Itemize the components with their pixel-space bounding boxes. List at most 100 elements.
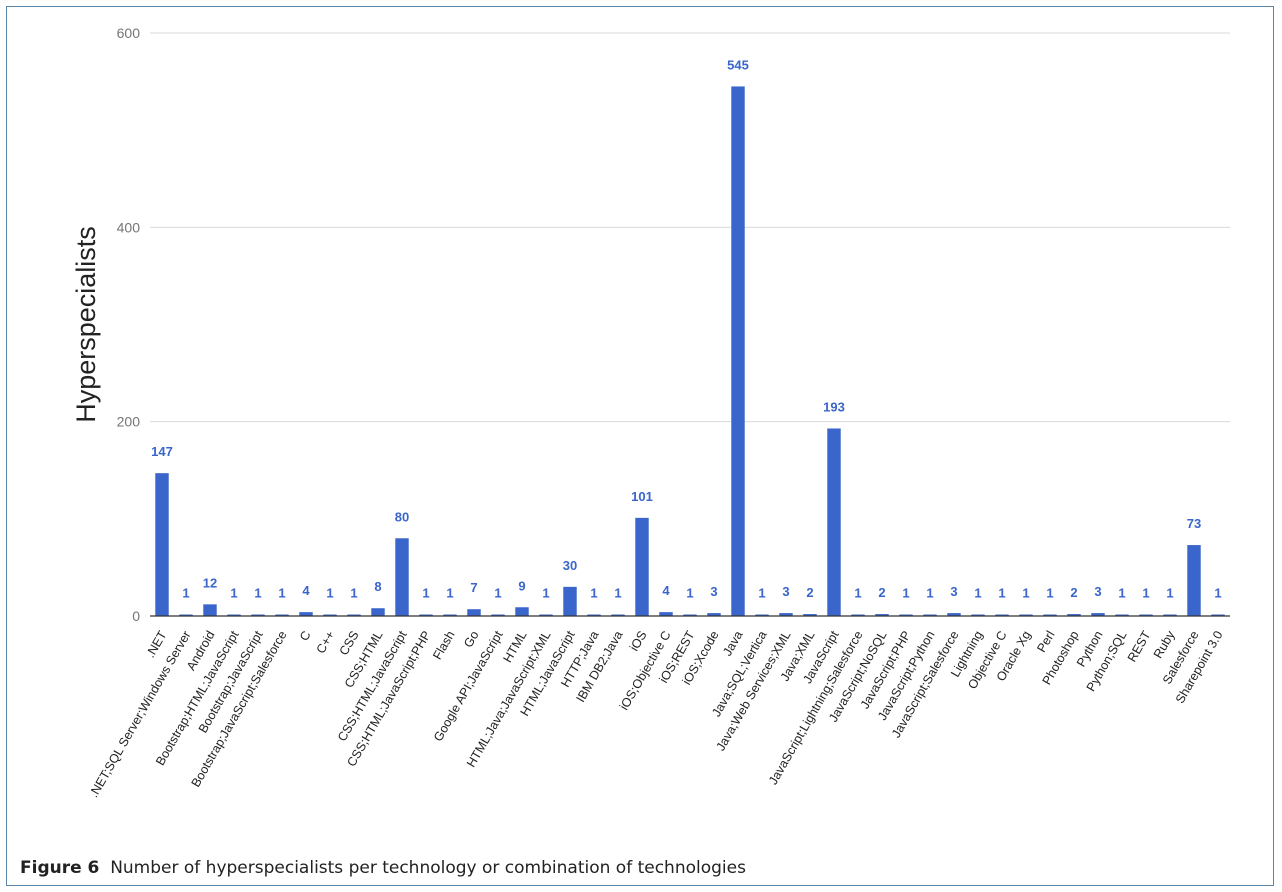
bar xyxy=(707,613,721,616)
data-label: 1 xyxy=(1022,586,1029,601)
bar xyxy=(635,517,649,616)
caption-text: Number of hyperspecialists per technolog… xyxy=(110,858,746,878)
bar xyxy=(827,428,841,616)
data-label: 1 xyxy=(902,586,909,601)
bar xyxy=(395,538,409,616)
data-label: 7 xyxy=(470,580,477,595)
data-label: 3 xyxy=(710,584,717,599)
data-label: 3 xyxy=(782,584,789,599)
caption-label: Figure 6 xyxy=(20,858,100,878)
data-label: 1 xyxy=(422,586,429,601)
bar xyxy=(1187,545,1201,616)
bar xyxy=(1163,614,1177,616)
bar xyxy=(371,608,385,616)
data-label: 545 xyxy=(727,57,749,72)
x-tick-label: C xyxy=(297,629,314,644)
bar xyxy=(851,614,865,616)
data-label: 193 xyxy=(823,399,845,414)
y-tick-label: 600 xyxy=(117,25,141,41)
bar xyxy=(899,614,913,616)
data-label: 1 xyxy=(182,586,189,601)
bar xyxy=(515,607,529,616)
data-label: 1 xyxy=(998,586,1005,601)
data-label: 2 xyxy=(806,585,813,600)
bar xyxy=(923,614,937,616)
data-label: 1 xyxy=(254,586,261,601)
bar xyxy=(203,604,217,616)
x-tick-label: CSS xyxy=(337,629,362,658)
bar xyxy=(755,614,769,616)
data-label: 1 xyxy=(758,586,765,601)
data-label: 9 xyxy=(518,578,525,593)
bar xyxy=(419,614,433,616)
x-tick-label: .NET;SQL Server;Windows Server xyxy=(87,629,194,800)
data-label: 3 xyxy=(950,584,957,599)
data-label: 1 xyxy=(686,586,693,601)
bar-chart: 0200400600Hyperspecialists147.NET1.NET;S… xyxy=(71,25,1230,800)
bar xyxy=(875,614,889,616)
bar xyxy=(299,612,313,616)
bar xyxy=(467,609,481,616)
data-label: 1 xyxy=(974,586,981,601)
data-label: 1 xyxy=(350,586,357,601)
data-label: 1 xyxy=(1046,586,1053,601)
bar xyxy=(971,614,985,616)
data-label: 2 xyxy=(1070,585,1077,600)
bar xyxy=(587,614,601,616)
data-label: 1 xyxy=(494,586,501,601)
bar xyxy=(443,614,457,616)
x-tick-label: Go xyxy=(461,628,481,649)
figure-frame xyxy=(6,6,1274,886)
x-tick-label: C++ xyxy=(314,629,338,656)
y-tick-label: 400 xyxy=(117,219,141,235)
data-label: 1 xyxy=(1142,586,1149,601)
bar xyxy=(155,473,169,616)
bar xyxy=(275,614,289,616)
data-label: 73 xyxy=(1187,516,1201,531)
data-label: 1 xyxy=(230,586,237,601)
data-label: 4 xyxy=(302,583,310,598)
bar xyxy=(251,614,265,616)
bar xyxy=(947,613,961,616)
data-label: 1 xyxy=(1214,586,1221,601)
data-label: 1 xyxy=(590,586,597,601)
bar xyxy=(347,614,361,616)
bar xyxy=(227,614,241,616)
bar xyxy=(803,614,817,616)
bar xyxy=(1067,614,1081,616)
bar xyxy=(995,614,1009,616)
data-label: 101 xyxy=(631,489,653,504)
bar xyxy=(1043,614,1057,616)
bar xyxy=(491,614,505,616)
data-label: 1 xyxy=(926,586,933,601)
bar xyxy=(731,86,745,617)
y-tick-label: 200 xyxy=(117,414,141,430)
bar xyxy=(1211,614,1225,616)
bar xyxy=(659,612,673,616)
bar xyxy=(683,614,697,616)
data-label: 1 xyxy=(614,586,621,601)
bar xyxy=(323,614,337,616)
data-label: 3 xyxy=(1094,584,1101,599)
bar xyxy=(611,614,625,616)
x-tick-label: Flash xyxy=(430,628,457,662)
bar xyxy=(779,613,793,616)
data-label: 12 xyxy=(203,575,217,590)
x-tick-label: iOS xyxy=(627,629,650,654)
bar xyxy=(179,614,193,616)
data-label: 1 xyxy=(542,586,549,601)
data-label: 1 xyxy=(1118,586,1125,601)
data-label: 1 xyxy=(1166,586,1173,601)
data-label: 80 xyxy=(395,509,409,524)
data-label: 2 xyxy=(878,585,885,600)
bar xyxy=(1115,614,1129,616)
figure-caption: Figure 6 Number of hyperspecialists per … xyxy=(20,858,746,878)
data-label: 147 xyxy=(151,444,173,459)
bar xyxy=(563,586,577,616)
data-label: 1 xyxy=(278,586,285,601)
bar xyxy=(539,614,553,616)
bar xyxy=(1091,613,1105,616)
y-axis-title: Hyperspecialists xyxy=(71,226,101,423)
data-label: 30 xyxy=(563,558,577,573)
data-label: 1 xyxy=(326,586,333,601)
